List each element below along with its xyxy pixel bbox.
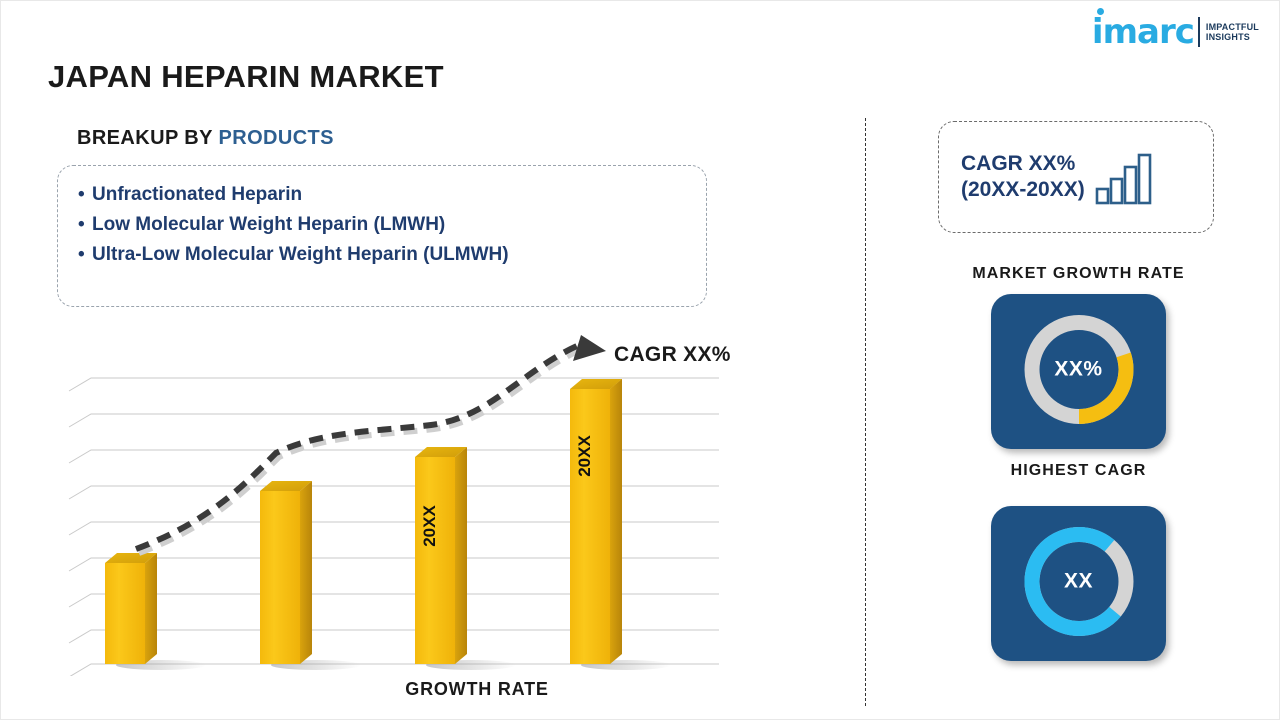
- breakup-heading-prefix: BREAKUP BY: [77, 127, 219, 149]
- chart-cagr-label: CAGR XX%: [614, 343, 731, 366]
- highest-cagr-value: XX%: [1054, 357, 1103, 380]
- largest-market-donut: XX: [1017, 519, 1141, 648]
- donut-chart-icon: [1024, 314, 1133, 424]
- logo-tagline: IMPACTFUL INSIGHTS: [1206, 22, 1259, 43]
- largest-market-card: XX: [991, 506, 1166, 661]
- market-growth-rate-box: CAGR XX% (20XX-20XX): [938, 121, 1214, 233]
- chart-bar-2: [260, 481, 312, 664]
- chart-bar-3: 20XX: [415, 447, 467, 664]
- donut-chart-icon: [1024, 526, 1133, 636]
- trend-arrowhead-icon: [573, 335, 606, 361]
- chart-bar-1: [105, 553, 157, 664]
- kpi-panel: CAGR XX% (20XX-20XX) MARKET GROWTH RATE …: [906, 111, 1251, 711]
- logo-tagline-line2: INSIGHTS: [1205, 32, 1250, 42]
- bullet-icon: •: [78, 214, 85, 235]
- chart-gridlines: [68, 377, 719, 676]
- logo-dot-icon: [1096, 8, 1104, 15]
- panel-divider: [865, 118, 866, 706]
- cagr-value: CAGR XX%: [961, 151, 1076, 175]
- growth-rate-chart: 20XX 20XX CAGR XX% GROWTH RATE: [61, 331, 761, 711]
- highest-cagr-caption: HIGHEST CAGR: [1010, 462, 1147, 479]
- bar-chart-icon: [1095, 153, 1152, 205]
- market-growth-rate-caption: MARKET GROWTH RATE: [972, 265, 1185, 282]
- largest-market-value: XX: [1063, 569, 1093, 592]
- imarc-logo: imarc IMPACTFUL INSIGHTS: [1084, 8, 1259, 55]
- page-title: JAPAN HEPARIN MARKET: [48, 59, 444, 94]
- bar-value-label-3: 20XX: [420, 505, 439, 547]
- chart-bar-4: 20XX: [570, 379, 622, 664]
- product-label: Unfractionated Heparin: [92, 184, 303, 205]
- product-label: Ultra-Low Molecular Weight Heparin (ULMW…: [92, 244, 509, 265]
- list-item: • Low Molecular Weight Heparin (LMWH): [78, 210, 706, 240]
- trend-line: [134, 335, 606, 556]
- chart-axis-label: GROWTH RATE: [405, 679, 549, 699]
- list-item: • Unfractionated Heparin: [78, 180, 706, 210]
- breakup-heading-accent: PRODUCTS: [218, 127, 334, 149]
- breakup-heading: BREAKUP BY PRODUCTS: [77, 127, 334, 150]
- chart-canvas: 20XX 20XX: [68, 335, 719, 676]
- bullet-icon: •: [78, 184, 85, 205]
- products-list-box: • Unfractionated Heparin • Low Molecular W…: [57, 165, 707, 307]
- cagr-period: (20XX-20XX): [961, 178, 1085, 201]
- bar-value-label-4: 20XX: [575, 435, 594, 477]
- highest-cagr-donut: XX%: [1017, 307, 1141, 436]
- logo-tagline-line1: IMPACTFUL: [1205, 21, 1259, 32]
- logo-divider: [1197, 17, 1200, 47]
- list-item: • Ultra-Low Molecular Weight Heparin (ULM…: [78, 240, 706, 270]
- product-label: Low Molecular Weight Heparin (LMWH): [92, 214, 446, 235]
- bullet-icon: •: [78, 244, 85, 265]
- highest-cagr-card: XX%: [991, 294, 1166, 449]
- cagr-text: CAGR XX% (20XX-20XX): [961, 151, 1085, 204]
- logo-wordmark-text: imarc: [1091, 12, 1195, 52]
- logo-wordmark: imarc: [1091, 8, 1195, 52]
